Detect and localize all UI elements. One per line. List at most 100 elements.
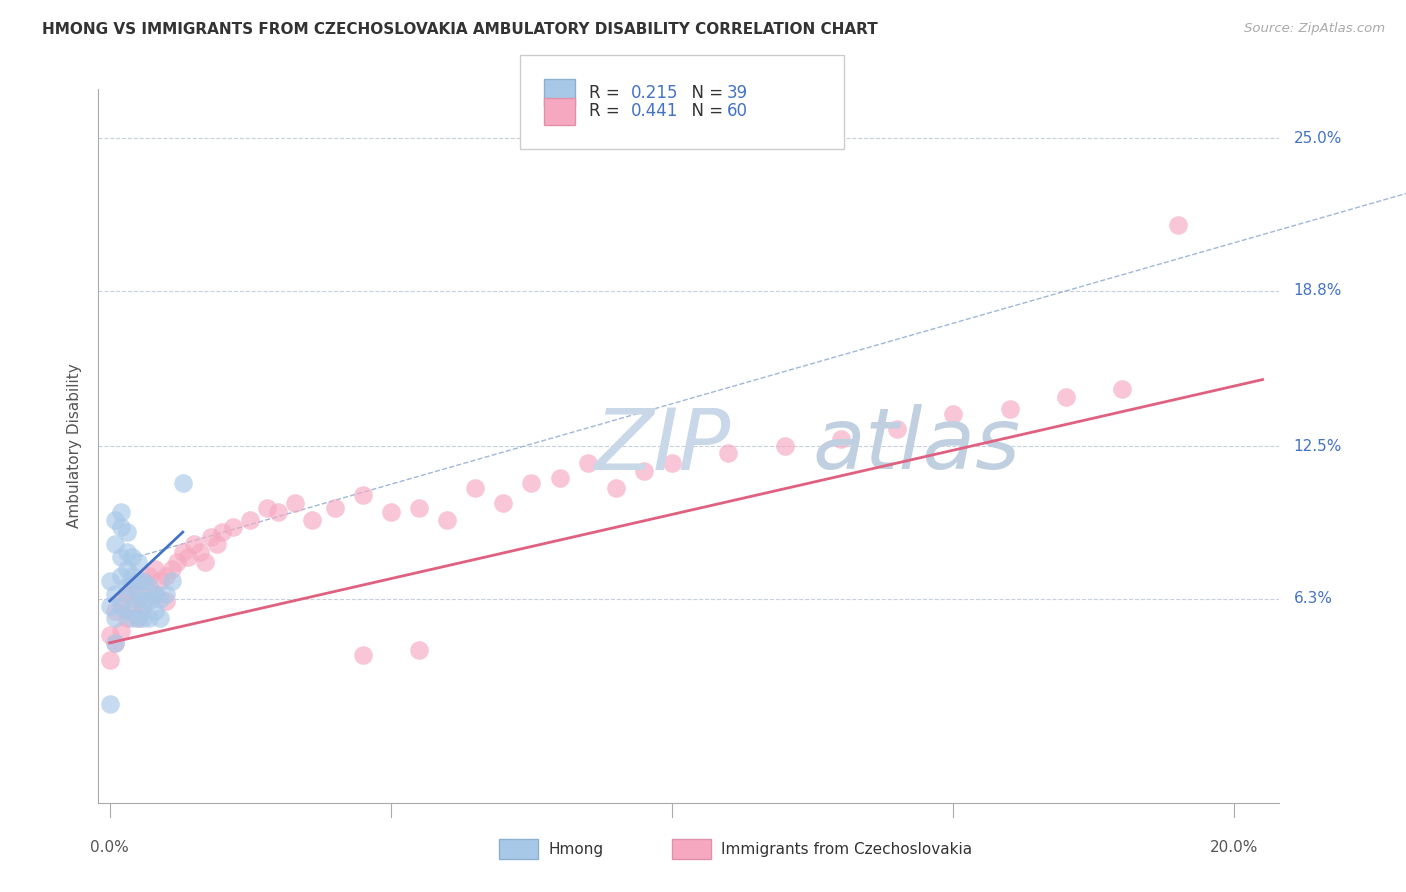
Point xyxy=(143,587,166,601)
Text: 0.0%: 0.0% xyxy=(90,839,129,855)
Point xyxy=(104,587,127,601)
Point xyxy=(110,505,132,519)
Point xyxy=(127,574,149,589)
Point xyxy=(143,562,166,576)
Point xyxy=(172,545,194,559)
Point xyxy=(211,525,233,540)
Text: Source: ZipAtlas.com: Source: ZipAtlas.com xyxy=(1244,22,1385,36)
Point xyxy=(998,402,1021,417)
Point xyxy=(166,555,188,569)
Point xyxy=(436,513,458,527)
Y-axis label: Ambulatory Disability: Ambulatory Disability xyxy=(67,364,83,528)
Point xyxy=(132,599,155,613)
Point xyxy=(110,569,132,583)
Point xyxy=(200,530,222,544)
Point xyxy=(127,587,149,601)
Point xyxy=(138,579,160,593)
Point xyxy=(408,500,430,515)
Point xyxy=(155,594,177,608)
Point xyxy=(284,495,307,509)
Point xyxy=(104,636,127,650)
Point xyxy=(138,569,160,583)
Point xyxy=(115,611,138,625)
Text: 18.8%: 18.8% xyxy=(1294,284,1341,299)
Point xyxy=(110,624,132,638)
Point xyxy=(110,599,132,613)
Point xyxy=(1167,218,1189,232)
Text: HMONG VS IMMIGRANTS FROM CZECHOSLOVAKIA AMBULATORY DISABILITY CORRELATION CHART: HMONG VS IMMIGRANTS FROM CZECHOSLOVAKIA … xyxy=(42,22,877,37)
Point xyxy=(520,475,543,490)
Point xyxy=(661,456,683,470)
Point xyxy=(115,579,138,593)
Text: R =: R = xyxy=(589,84,626,102)
Point xyxy=(115,587,138,601)
Point xyxy=(127,591,149,606)
Point xyxy=(773,439,796,453)
Point xyxy=(132,574,155,589)
Point xyxy=(576,456,599,470)
Point xyxy=(160,574,183,589)
Point xyxy=(492,495,515,509)
Point xyxy=(1111,383,1133,397)
Point xyxy=(104,604,127,618)
Point xyxy=(127,611,149,625)
Text: ZIP: ZIP xyxy=(595,404,731,488)
Point xyxy=(172,475,194,490)
Text: Hmong: Hmong xyxy=(548,842,603,856)
Point xyxy=(942,407,965,421)
Point xyxy=(143,604,166,618)
Point xyxy=(1054,390,1077,404)
Point xyxy=(149,591,172,606)
Point xyxy=(121,604,143,618)
Point xyxy=(155,569,177,583)
Point xyxy=(121,549,143,564)
Point xyxy=(132,611,155,625)
Point xyxy=(177,549,200,564)
Point xyxy=(149,574,172,589)
Point xyxy=(380,505,402,519)
Point xyxy=(110,549,132,564)
Point xyxy=(717,446,740,460)
Point xyxy=(323,500,346,515)
Text: 60: 60 xyxy=(727,103,748,120)
Point xyxy=(464,481,486,495)
Point xyxy=(222,520,245,534)
Text: 25.0%: 25.0% xyxy=(1294,131,1341,146)
Point xyxy=(138,611,160,625)
Point xyxy=(352,648,374,662)
Text: N =: N = xyxy=(681,103,728,120)
Point xyxy=(115,545,138,559)
Point xyxy=(256,500,278,515)
Text: 20.0%: 20.0% xyxy=(1211,839,1258,855)
Text: N =: N = xyxy=(681,84,728,102)
Point xyxy=(115,604,138,618)
Point xyxy=(121,579,143,593)
Text: R =: R = xyxy=(589,103,626,120)
Point xyxy=(115,562,138,576)
Text: 0.441: 0.441 xyxy=(631,103,679,120)
Point xyxy=(138,594,160,608)
Point xyxy=(104,537,127,551)
Point xyxy=(149,611,172,625)
Point xyxy=(194,555,217,569)
Point xyxy=(132,594,155,608)
Point xyxy=(183,537,205,551)
Point xyxy=(110,594,132,608)
Point xyxy=(121,611,143,625)
Text: Immigrants from Czechoslovakia: Immigrants from Czechoslovakia xyxy=(721,842,973,856)
Point xyxy=(267,505,290,519)
Point xyxy=(104,513,127,527)
Point xyxy=(188,545,211,559)
Text: 39: 39 xyxy=(727,84,748,102)
Point xyxy=(98,599,121,613)
Point xyxy=(352,488,374,502)
Point xyxy=(886,422,908,436)
Point xyxy=(127,611,149,625)
Point xyxy=(301,513,323,527)
Point xyxy=(408,643,430,657)
Point xyxy=(121,569,143,583)
Point xyxy=(121,587,143,601)
Point xyxy=(98,574,121,589)
Text: 0.215: 0.215 xyxy=(631,84,679,102)
Point xyxy=(98,628,121,642)
